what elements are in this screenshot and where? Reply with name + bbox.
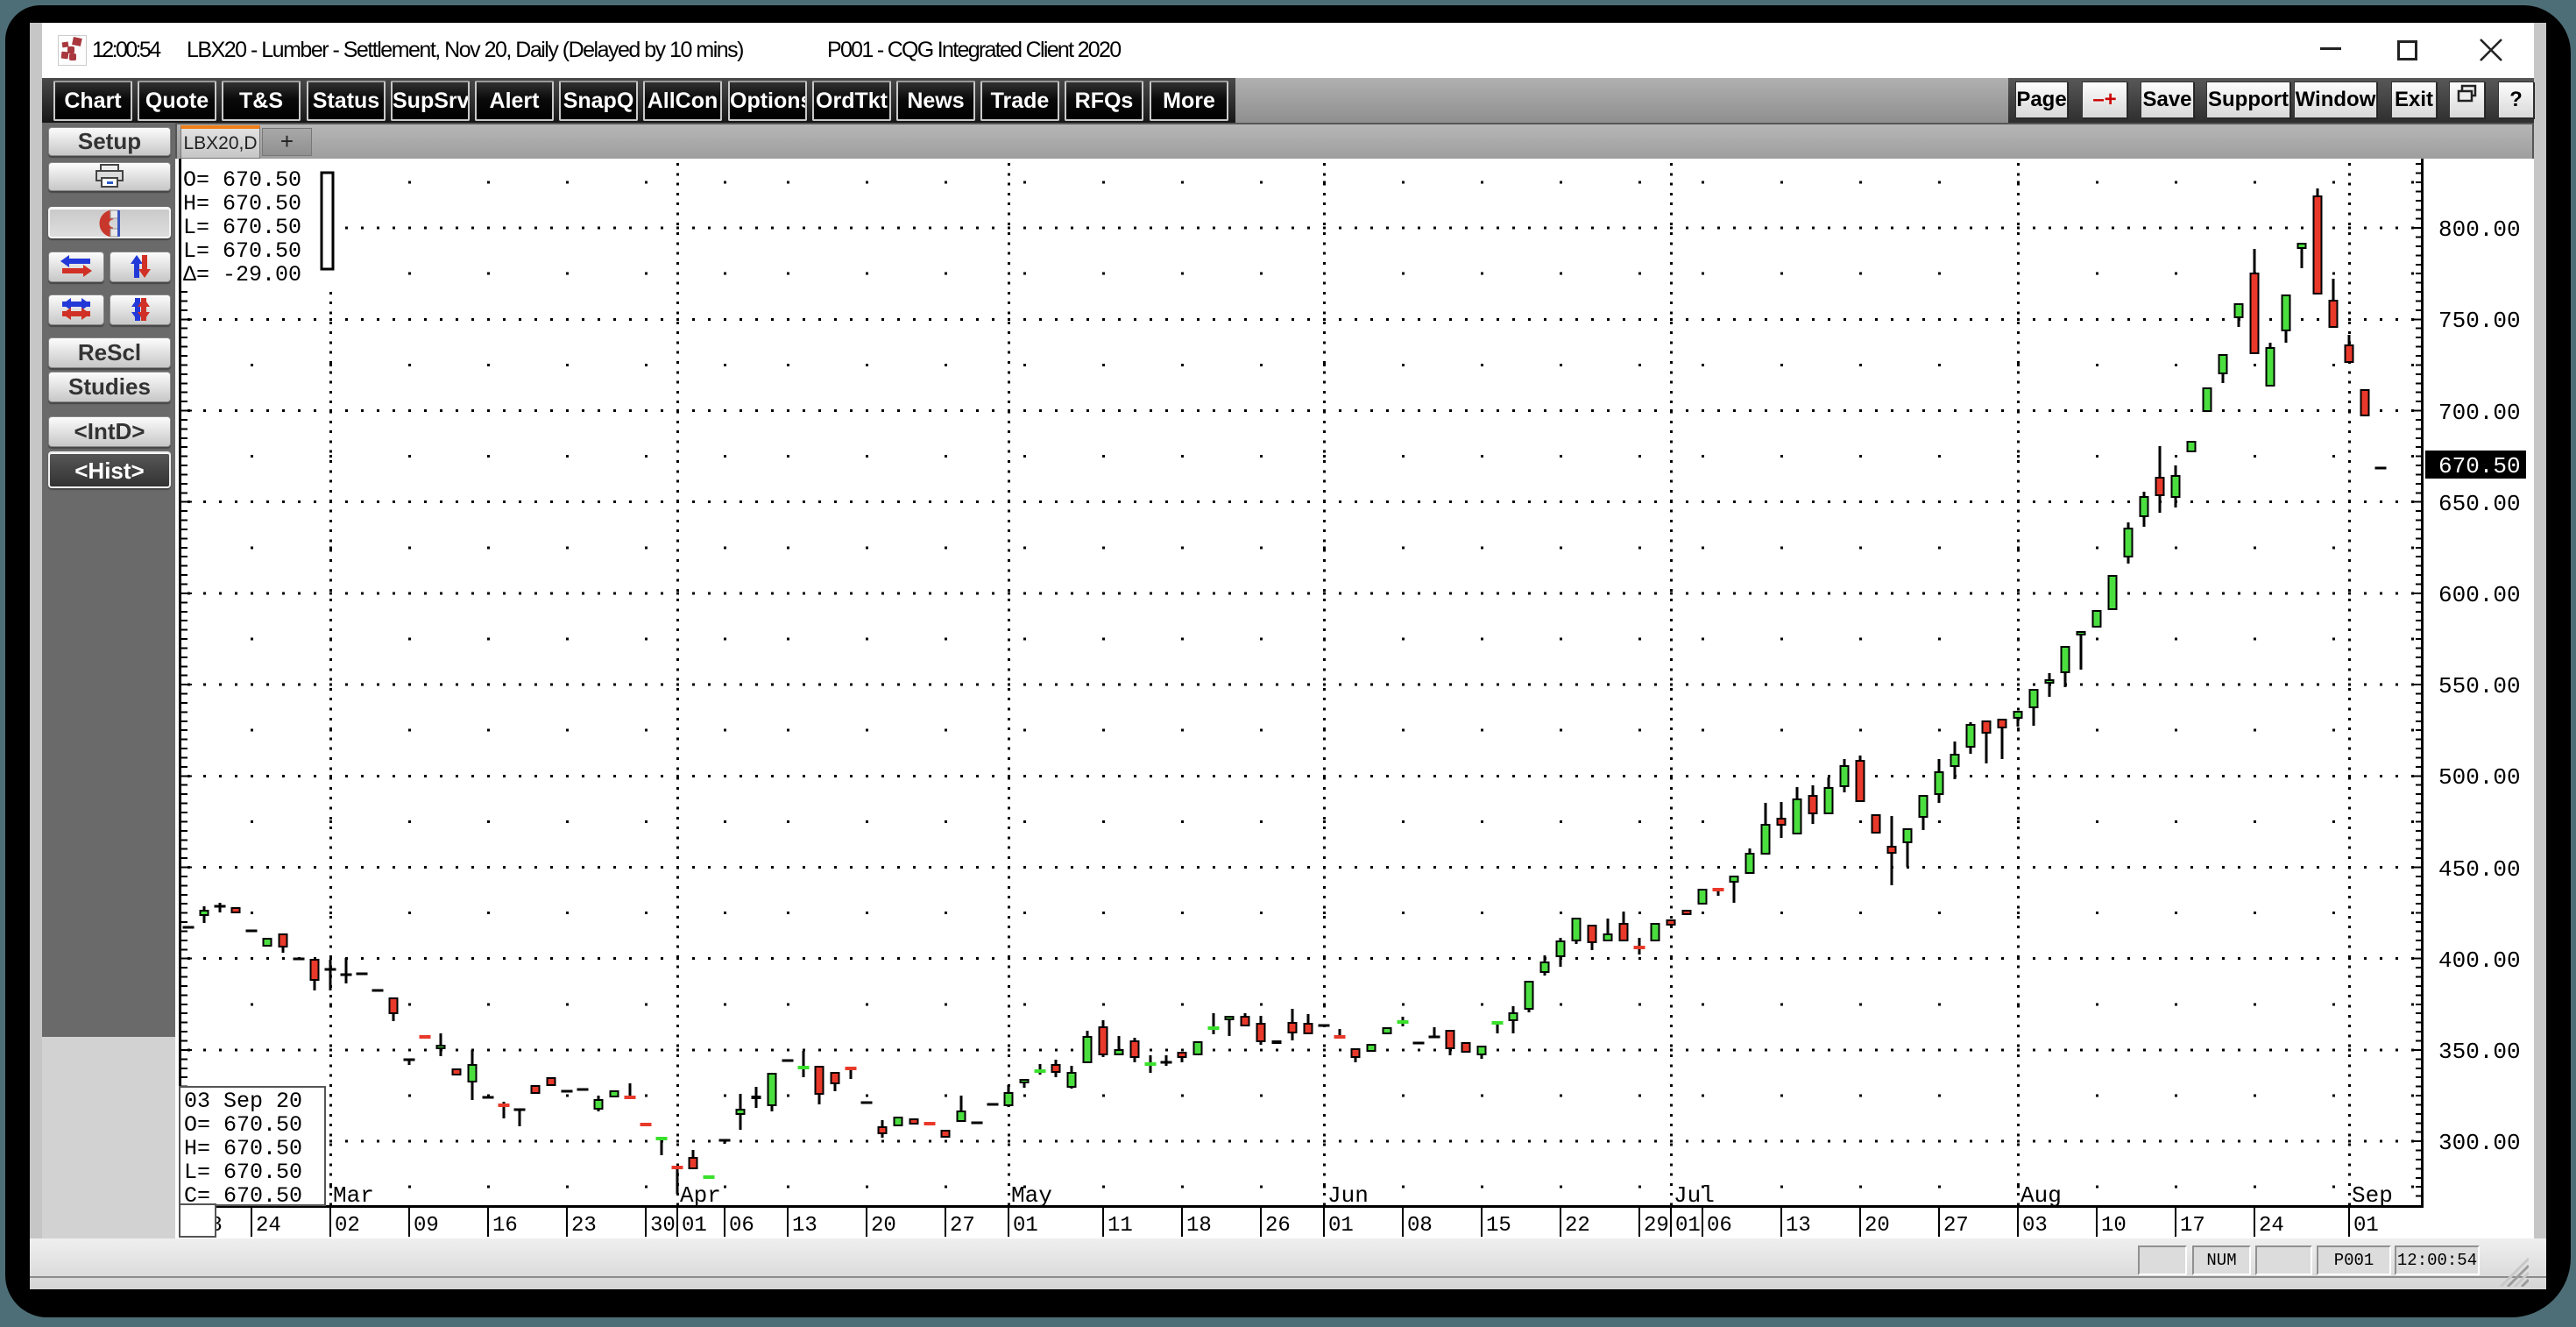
svg-text:11: 11 (1108, 1214, 1133, 1238)
svg-text:800.00: 800.00 (2438, 216, 2521, 243)
svg-text:O= 670.50: O= 670.50 (183, 167, 301, 193)
svg-text:700.00: 700.00 (2438, 400, 2521, 426)
svg-text:01: 01 (1328, 1214, 1354, 1238)
svg-text:300.00: 300.00 (2438, 1130, 2521, 1156)
svg-text:500.00: 500.00 (2438, 764, 2521, 791)
svg-text:670.50: 670.50 (2438, 453, 2521, 479)
svg-text:26: 26 (1265, 1214, 1291, 1238)
svg-text:24: 24 (2259, 1214, 2284, 1238)
svg-text:Δ= -29.00: Δ= -29.00 (183, 262, 301, 287)
svg-text:550.00: 550.00 (2438, 673, 2521, 699)
svg-text:Sep: Sep (2352, 1182, 2393, 1209)
svg-text:Aug: Aug (2020, 1182, 2062, 1209)
svg-text:30: 30 (650, 1214, 676, 1238)
svg-text:600.00: 600.00 (2438, 582, 2521, 608)
svg-text:400.00: 400.00 (2438, 947, 2521, 974)
svg-text:L= 670.50: L= 670.50 (184, 1160, 302, 1185)
svg-text:01: 01 (1013, 1214, 1038, 1238)
svg-text:16: 16 (492, 1214, 518, 1238)
svg-text:H= 670.50: H= 670.50 (183, 191, 301, 216)
svg-text:L= 670.50: L= 670.50 (183, 238, 301, 264)
svg-text:06: 06 (1707, 1214, 1732, 1238)
svg-text:01: 01 (2353, 1214, 2379, 1238)
svg-text:13: 13 (1786, 1214, 1811, 1238)
svg-text:03 Sep 20: 03 Sep 20 (184, 1089, 302, 1114)
svg-text:Jun: Jun (1327, 1182, 1369, 1209)
svg-text:29: 29 (1644, 1214, 1669, 1238)
svg-text:06: 06 (729, 1214, 754, 1238)
svg-text:18: 18 (1186, 1214, 1212, 1238)
svg-text:27: 27 (950, 1214, 975, 1238)
svg-text:01: 01 (682, 1214, 707, 1238)
svg-text:Apr: Apr (680, 1182, 721, 1209)
svg-text:Mar: Mar (333, 1182, 374, 1209)
svg-text:01: 01 (1675, 1214, 1701, 1238)
svg-text:L= 670.50: L= 670.50 (183, 215, 301, 240)
svg-text:09: 09 (414, 1214, 439, 1238)
svg-text:Jul: Jul (1674, 1182, 1715, 1209)
svg-text:O= 670.50: O= 670.50 (184, 1112, 302, 1138)
svg-text:650.00: 650.00 (2438, 491, 2521, 517)
svg-text:03: 03 (2022, 1214, 2048, 1238)
svg-text:17: 17 (2180, 1214, 2205, 1238)
svg-text:May: May (1011, 1182, 1052, 1209)
svg-text:20: 20 (1865, 1214, 1890, 1238)
svg-text:27: 27 (1943, 1214, 1969, 1238)
svg-text:15: 15 (1486, 1214, 1511, 1238)
svg-text:02: 02 (335, 1214, 360, 1238)
svg-text:08: 08 (1407, 1214, 1433, 1238)
svg-text:24: 24 (256, 1214, 281, 1238)
svg-text:22: 22 (1565, 1214, 1590, 1238)
svg-text:350.00: 350.00 (2438, 1039, 2521, 1065)
svg-text:450.00: 450.00 (2438, 856, 2521, 883)
svg-text:23: 23 (571, 1214, 597, 1238)
svg-text:20: 20 (871, 1214, 896, 1238)
svg-text:10: 10 (2101, 1214, 2127, 1238)
svg-text:750.00: 750.00 (2438, 308, 2521, 334)
svg-text:H= 670.50: H= 670.50 (184, 1136, 302, 1161)
svg-text:13: 13 (792, 1214, 817, 1238)
